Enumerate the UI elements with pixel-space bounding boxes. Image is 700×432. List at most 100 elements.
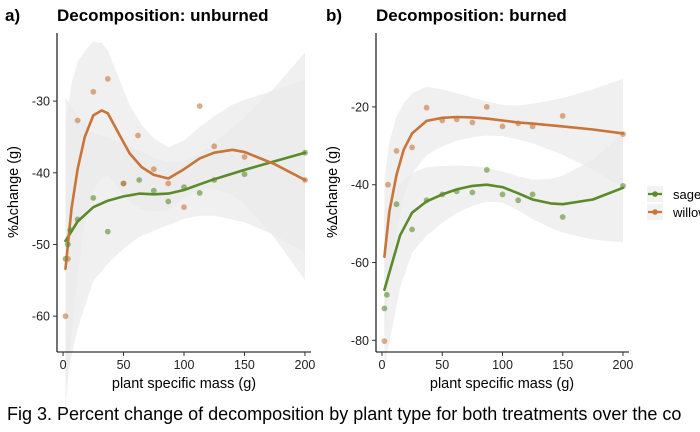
data-point-sage [393,201,400,208]
x-tick-label: 150 [234,358,255,372]
data-point-willow [385,181,391,188]
panel-a-letter: a) [5,6,20,25]
data-point-sage [241,171,248,178]
data-point-sage [65,241,71,248]
data-point-sage [181,184,187,191]
data-point-sage [90,195,97,201]
figure-caption: Fig 3. Percent change of decomposition b… [7,404,682,424]
x-tick-label: 200 [613,358,634,372]
y-tick-label: -80 [351,334,369,348]
data-point-willow [150,166,157,173]
data-point-willow [196,103,203,109]
panel-a: a) Decomposition: unburned 0 50 100 150 200 -… [5,6,316,413]
data-point-sage [67,227,74,234]
data-point-willow [241,154,248,160]
data-point-willow [74,117,81,124]
x-tick-label: 0 [379,358,386,372]
panel-a-title: Decomposition: unburned [57,6,269,25]
data-point-sage [104,228,111,235]
confidence-band-willow [384,78,623,335]
confidence-band-willow [65,41,305,413]
data-point-willow [423,104,430,111]
y-tick-label: -60 [32,310,50,324]
legend-key-dot-willow [652,209,658,215]
x-tick-label: 50 [435,358,449,372]
data-point-willow [165,180,172,187]
y-tick-label: -60 [351,256,369,270]
data-point-sage [559,214,566,220]
data-point-sage [302,149,308,156]
data-point-willow [515,120,522,127]
data-point-sage [196,190,203,196]
y-tick-label: -50 [32,238,50,252]
data-point-sage [620,183,626,189]
data-point-willow [409,144,415,151]
panel-b-points [381,104,626,344]
data-point-sage [409,226,415,233]
panel-b-axes: 0 50 100 150 200 -80 -60 -40 -20 [351,33,634,372]
data-point-willow [104,76,111,82]
smooth-line-sage [64,151,307,243]
data-point-willow [469,119,476,126]
data-point-willow [439,117,446,124]
data-point-willow [559,113,566,119]
x-tick-label: 100 [492,358,513,372]
y-tick-label: -40 [351,178,369,192]
data-point-sage [165,198,172,205]
x-tick-label: 100 [174,358,195,372]
y-tick-label: -20 [351,100,369,114]
data-point-sage [499,191,506,198]
data-point-sage [469,189,476,196]
panel-a-points [62,76,308,320]
data-point-willow [120,180,127,187]
y-tick-label: -30 [32,95,50,109]
panel-a-y-axis-label: %Δchange (g) [6,146,22,238]
data-point-willow [181,204,187,211]
data-point-willow [211,143,218,150]
panel-b-title: Decomposition: burned [376,6,567,25]
data-point-sage [423,197,430,204]
x-tick-label: 200 [295,358,316,372]
data-point-sage [515,197,522,204]
data-point-willow [65,255,71,262]
confidence-band-sage [384,133,623,368]
panel-b-x-axis-label: plant specific mass (g) [430,376,574,392]
data-point-sage [483,167,490,173]
panel-a-x-axis-label: plant specific mass (g) [112,376,256,392]
data-point-sage [381,305,388,312]
data-point-sage [439,191,446,198]
data-point-sage [453,188,460,195]
legend-label-willow: willow [672,205,700,220]
x-tick-label: 0 [60,358,67,372]
data-point-willow [381,338,388,344]
data-point-willow [62,313,69,320]
x-tick-label: 50 [117,358,131,372]
data-point-sage [74,216,81,223]
x-tick-label: 150 [552,358,573,372]
legend-label-sage: sage [673,187,700,202]
data-point-sage [383,291,390,298]
smooth-line-willow [383,115,625,258]
panel-b-letter: b) [326,6,342,25]
smooth-line-willow [64,109,307,271]
data-point-willow [620,131,626,138]
data-point-willow [393,148,400,154]
legend-key-dot-sage [652,191,658,197]
panel-b-confidence-bands [384,78,623,368]
data-point-sage [150,187,157,194]
y-tick-label: -40 [32,166,50,180]
data-point-willow [302,177,308,183]
panel-b-smooth-lines [383,115,625,292]
legend: sage willow [647,186,700,220]
panel-b: b) Decomposition: burned 0 50 100 150 200 -80… [325,6,633,392]
data-point-willow [483,104,490,110]
data-point-willow [529,123,536,130]
panel-a-confidence-bands [65,41,305,413]
data-point-willow [135,132,141,139]
panel-a-axes: 0 50 100 150 200 -60 -50 -40 -30 [32,33,316,372]
data-point-willow [499,123,506,130]
panel-a-smooth-lines [64,109,307,271]
data-point-sage [529,191,536,198]
data-point-sage [211,177,218,183]
